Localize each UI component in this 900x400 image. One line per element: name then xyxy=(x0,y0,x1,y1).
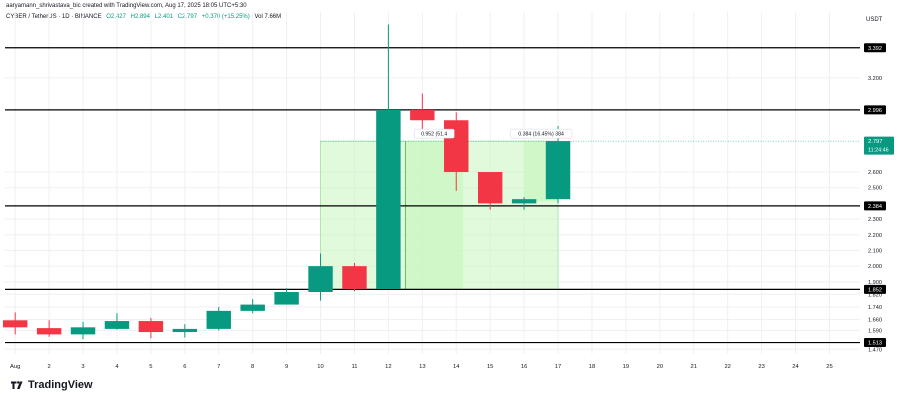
candle-down xyxy=(36,328,62,335)
candle-up xyxy=(545,141,571,200)
candle-down xyxy=(342,266,367,289)
level-tag-bg xyxy=(864,105,886,115)
x-tick-label: 9 xyxy=(285,364,288,370)
y-tick-label: 2.100 xyxy=(868,248,882,254)
ohlc-close: C2.797 xyxy=(177,14,198,20)
y-tick-label: 3.200 xyxy=(868,76,882,82)
x-tick-label: 21 xyxy=(691,364,697,370)
candle-down xyxy=(2,320,28,328)
level-tag-text: 1.513 xyxy=(868,341,882,347)
x-tick-label: 4 xyxy=(115,364,119,370)
y-tick-label: 2.000 xyxy=(868,264,882,270)
symbol-info-row: CYBER / TetherUS · 1D · BINANCE O2.427 H… xyxy=(6,14,284,20)
measure-label-bg xyxy=(413,128,455,139)
candle-up xyxy=(172,328,198,333)
candle-down xyxy=(477,172,503,204)
y-tick-label: 2.600 xyxy=(868,170,882,176)
x-tick-label: 17 xyxy=(555,364,561,370)
candle-up xyxy=(274,292,299,305)
measure-label: 0.384 (16.45%) 384 xyxy=(509,128,573,139)
x-tick-label: 10 xyxy=(317,364,323,370)
measure-label-bg xyxy=(509,128,573,139)
y-tick-label: 2.300 xyxy=(868,217,882,223)
level-tag-bg xyxy=(864,201,886,211)
candle-down xyxy=(138,321,164,333)
y-tick-label: 1.820 xyxy=(868,292,882,298)
symbol-title[interactable]: CYBER / TetherUS · 1D · BINANCE xyxy=(6,14,102,20)
candle-up xyxy=(376,109,401,289)
level-tag-text: 3.392 xyxy=(868,46,882,52)
current-price-bg xyxy=(864,136,894,155)
level-tag-text: 2.996 xyxy=(868,108,882,114)
measure-label-text: 0.384 (16.45%) 384 xyxy=(518,132,564,138)
x-tick-label: 25 xyxy=(826,364,832,370)
x-tick-label: 14 xyxy=(453,364,460,370)
ohlc-low: L2.401 xyxy=(154,14,174,20)
candle-up xyxy=(206,310,231,329)
x-tick-label: 2 xyxy=(47,364,50,370)
x-tick-label: Aug xyxy=(10,364,20,370)
volume-readout: Vol 7.66M xyxy=(254,14,282,20)
x-tick-label: 5 xyxy=(149,364,152,370)
x-tick-label: 22 xyxy=(724,364,730,370)
x-tick-label: 7 xyxy=(217,364,220,370)
level-price-tag: 1.513 xyxy=(864,338,886,348)
x-tick-label: 19 xyxy=(623,364,629,370)
y-tick-label: 2.500 xyxy=(868,186,882,192)
x-tick-label: 3 xyxy=(81,364,84,370)
candle-up xyxy=(511,199,537,204)
x-tick-label: 24 xyxy=(792,364,799,370)
y-tick-label: 1.590 xyxy=(868,328,882,334)
y-tick-label: 1.470 xyxy=(868,347,882,353)
currency-label[interactable]: USDT xyxy=(866,17,883,23)
level-tag-bg xyxy=(864,43,886,53)
x-tick-label: 23 xyxy=(758,364,764,370)
candle-down xyxy=(444,120,469,173)
x-tick-label: 15 xyxy=(487,364,493,370)
candle-down xyxy=(410,109,435,121)
x-tick-label: 13 xyxy=(419,364,425,370)
x-tick-label: 6 xyxy=(183,364,186,370)
measure-label-text: 0.952 (51.4 xyxy=(421,132,447,138)
x-tick-label: 16 xyxy=(521,364,527,370)
measure-label: 0.952 (51.4 xyxy=(413,128,455,139)
chart-attribution: aaryamann_shrivastava_bic created with T… xyxy=(6,3,247,9)
candle-up xyxy=(104,321,130,329)
tradingview-logo-icon xyxy=(11,381,23,389)
price-change: +0.370 (+15.25%) xyxy=(201,14,250,20)
current-price-text: 2.797 xyxy=(868,139,883,145)
x-tick-label: 18 xyxy=(589,364,595,370)
level-price-tag: 3.392 xyxy=(864,43,886,53)
level-price-tag: 2.384 xyxy=(864,201,886,211)
x-tick-label: 8 xyxy=(251,364,254,370)
tradingview-brand[interactable]: TradingView xyxy=(10,378,93,392)
y-tick-label: 2.200 xyxy=(868,233,882,239)
candle-up xyxy=(70,327,96,335)
countdown-text: 11:24:46 xyxy=(868,148,889,154)
y-tick-label: 1.740 xyxy=(868,305,882,311)
candle-up xyxy=(308,266,333,293)
brand-name: TradingView xyxy=(28,379,93,391)
ohlc-high: H2.894 xyxy=(130,14,150,20)
current-price-tag: 2.797 11:24:46 xyxy=(864,136,894,155)
level-tag-bg xyxy=(864,284,886,294)
candle-up xyxy=(240,304,265,311)
y-tick-label: 1.900 xyxy=(868,280,882,286)
x-tick-label: 12 xyxy=(385,364,391,370)
x-tick-label: 20 xyxy=(657,364,663,370)
x-tick-label: 11 xyxy=(351,364,357,370)
y-tick-label: 1.660 xyxy=(868,317,882,323)
level-tag-text: 2.384 xyxy=(868,204,882,210)
level-tag-bg xyxy=(864,338,886,348)
level-tag-text: 1.852 xyxy=(868,287,882,293)
ohlc-open: O2.427 xyxy=(106,14,126,20)
level-price-tag: 1.852 xyxy=(864,284,886,294)
level-price-tag: 2.996 xyxy=(864,105,886,115)
